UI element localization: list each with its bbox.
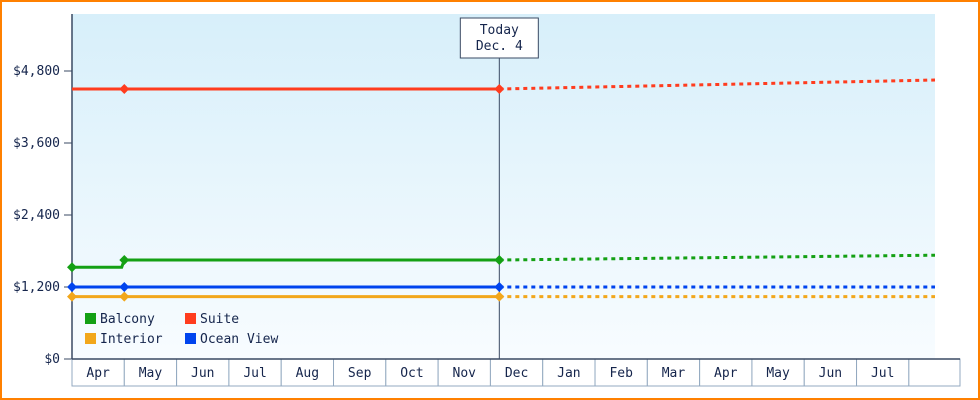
series-suite-forecast-dotted-line xyxy=(499,78,936,91)
x-axis-label: Nov xyxy=(453,366,477,381)
x-axis-label: Jul xyxy=(243,366,266,381)
x-axis-label: May xyxy=(766,366,790,381)
y-tick-label: $0 xyxy=(44,352,60,367)
x-axis-label: Jul xyxy=(871,366,894,381)
series-ocean-view-marker xyxy=(119,282,130,292)
x-cell xyxy=(71,358,125,387)
legend-swatch-suite xyxy=(185,313,196,324)
x-axis-label: Sep xyxy=(348,366,372,381)
legend-label-suite: Suite xyxy=(200,312,239,327)
x-axis-label: Mar xyxy=(662,366,686,381)
x-axis-label: Jun xyxy=(191,366,214,381)
plot-area xyxy=(72,14,935,359)
y-tick-label: $4,800 xyxy=(13,64,60,79)
x-cell-partial xyxy=(908,358,961,387)
x-axis-label: Jun xyxy=(819,366,842,381)
series-ocean-view-marker xyxy=(494,282,505,292)
x-cell xyxy=(489,358,544,387)
series-interior-marker xyxy=(494,291,505,302)
legend-swatch-interior xyxy=(85,333,96,344)
x-axis-label: Apr xyxy=(714,366,738,381)
x-axis-label: Jan xyxy=(557,366,580,381)
series-interior-marker xyxy=(119,291,130,302)
legend-label-ocean-view: Ocean View xyxy=(200,332,278,347)
x-cell xyxy=(699,358,753,387)
legend-label-balcony: Balcony xyxy=(100,312,155,327)
series-suite-marker xyxy=(494,84,505,94)
y-tick-label: $1,200 xyxy=(13,280,60,295)
legend-label-interior: Interior xyxy=(100,332,163,347)
today-box xyxy=(459,17,539,59)
series-ocean-view-marker xyxy=(67,282,77,292)
x-cell xyxy=(803,358,858,387)
x-axis-label: Dec xyxy=(505,366,528,381)
x-axis-label: Feb xyxy=(609,366,633,381)
x-axis-label: Aug xyxy=(296,366,319,381)
series-balcony-marker xyxy=(494,255,505,265)
today-label: Today xyxy=(480,23,519,38)
x-axis-label: Oct xyxy=(400,366,423,381)
series-suite-marker xyxy=(119,84,130,94)
series-balcony-marker xyxy=(119,255,130,265)
y-tick-label: $2,400 xyxy=(13,208,60,223)
series-interior-marker xyxy=(67,291,77,302)
series-balcony-marker xyxy=(67,262,77,273)
x-cell xyxy=(856,358,910,387)
legend-swatch-balcony xyxy=(85,313,96,324)
today-date-label: Dec. 4 xyxy=(476,39,523,54)
y-tick-label: $3,600 xyxy=(13,136,60,151)
series-balcony-forecast-dotted-line xyxy=(499,253,936,262)
x-axis-label: Apr xyxy=(86,366,110,381)
x-axis-label: May xyxy=(139,366,163,381)
legend-swatch-ocean-view xyxy=(185,333,196,344)
